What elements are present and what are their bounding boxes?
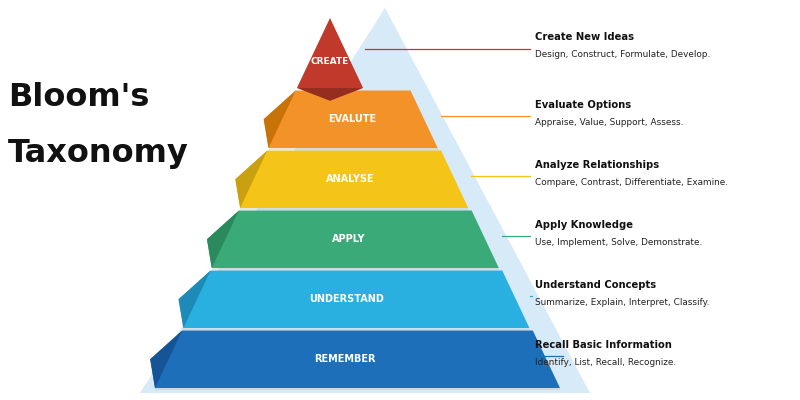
Text: Design, Construct, Formulate, Develop.: Design, Construct, Formulate, Develop. <box>535 50 710 59</box>
Polygon shape <box>264 90 438 148</box>
Text: Create New Ideas: Create New Ideas <box>535 32 634 42</box>
Text: Understand Concepts: Understand Concepts <box>535 280 656 290</box>
Text: Identify, List, Recall, Recognize.: Identify, List, Recall, Recognize. <box>535 358 676 367</box>
Text: Apply Knowledge: Apply Knowledge <box>535 220 633 230</box>
Polygon shape <box>269 148 438 150</box>
Text: Bloom's: Bloom's <box>8 82 150 112</box>
Polygon shape <box>297 88 363 101</box>
Polygon shape <box>235 150 468 208</box>
Text: Analyze Relationships: Analyze Relationships <box>535 160 659 170</box>
Polygon shape <box>264 90 296 148</box>
Text: APPLY: APPLY <box>332 234 365 244</box>
Polygon shape <box>150 330 560 388</box>
Polygon shape <box>297 18 363 88</box>
Text: CREATE: CREATE <box>311 57 349 66</box>
Polygon shape <box>235 150 267 208</box>
Text: EVALUTE: EVALUTE <box>328 114 376 124</box>
Text: Appraise, Value, Support, Assess.: Appraise, Value, Support, Assess. <box>535 118 683 127</box>
Polygon shape <box>207 210 499 268</box>
Text: REMEMBER: REMEMBER <box>314 354 375 364</box>
Text: ANALYSE: ANALYSE <box>326 174 374 184</box>
Polygon shape <box>150 330 182 388</box>
Polygon shape <box>183 328 530 330</box>
Text: UNDERSTAND: UNDERSTAND <box>309 294 384 304</box>
Polygon shape <box>207 210 239 268</box>
Polygon shape <box>155 388 560 390</box>
Polygon shape <box>178 270 210 328</box>
Polygon shape <box>178 270 530 328</box>
Text: Evaluate Options: Evaluate Options <box>535 100 631 110</box>
Polygon shape <box>212 268 499 270</box>
Text: Taxonomy: Taxonomy <box>8 138 189 168</box>
Polygon shape <box>240 208 468 210</box>
Text: Use, Implement, Solve, Demonstrate.: Use, Implement, Solve, Demonstrate. <box>535 238 702 247</box>
Polygon shape <box>140 8 590 393</box>
Text: Summarize, Explain, Interpret, Classify.: Summarize, Explain, Interpret, Classify. <box>535 298 710 307</box>
Text: Recall Basic Information: Recall Basic Information <box>535 340 672 350</box>
Text: Compare, Contrast, Differentiate, Examine.: Compare, Contrast, Differentiate, Examin… <box>535 178 728 187</box>
